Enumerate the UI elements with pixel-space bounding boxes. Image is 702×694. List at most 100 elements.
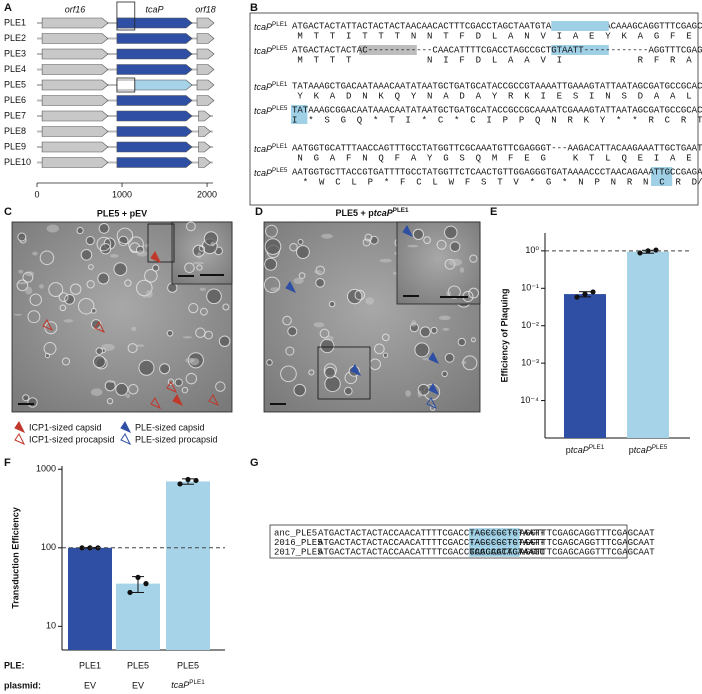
gene-arrow	[41, 126, 109, 137]
particle	[95, 347, 104, 355]
gene-arrow	[134, 79, 193, 91]
particle	[90, 308, 97, 314]
seq-name-part: PLE1	[272, 81, 288, 88]
highlight	[359, 45, 417, 55]
debris	[210, 241, 215, 247]
particle	[263, 276, 281, 294]
row-label: PLE3	[4, 48, 26, 58]
debris	[109, 253, 119, 258]
gene-arrow	[116, 157, 193, 168]
alignment-box	[249, 12, 699, 206]
strain-name: 2017_PLE5	[274, 547, 323, 557]
particle	[280, 365, 297, 383]
particle	[127, 343, 138, 354]
gene-name: orf16	[65, 4, 86, 14]
debris	[313, 270, 322, 274]
arrowhead	[428, 383, 440, 396]
particle	[320, 338, 335, 354]
particle	[16, 279, 29, 292]
gene-arrow	[116, 110, 193, 122]
sequence: ATGACTACTACTACCAACATTTTCGACCTAGCCGCTGTAA…	[318, 547, 545, 557]
data-point	[127, 589, 133, 596]
seq-name: tcaPPLE5	[254, 105, 288, 116]
arrowhead	[120, 433, 132, 446]
x-tick-label: 0	[34, 189, 39, 199]
particle	[124, 279, 132, 287]
gene-arrow	[198, 141, 211, 153]
particle	[444, 352, 455, 363]
highlight	[651, 167, 673, 186]
debris	[461, 360, 467, 365]
sequence: AATGGTGCTTACCGTGATTTTGCCTATGGTTCTCAACTGT…	[292, 167, 702, 177]
particle	[198, 245, 205, 252]
gene-arrow	[198, 157, 211, 168]
arrowhead	[150, 251, 162, 264]
particle	[430, 326, 438, 334]
data-point	[582, 291, 588, 297]
data-point	[653, 247, 659, 253]
debris	[135, 344, 145, 347]
debris	[446, 290, 452, 297]
panel-label: B	[250, 2, 258, 14]
particle	[159, 363, 171, 375]
x-tick-label: PLE5	[127, 660, 149, 670]
gene-name: orf18	[195, 4, 216, 14]
gene-arrow	[196, 48, 215, 60]
particle	[86, 280, 95, 289]
particle	[44, 321, 58, 335]
gene-arrow	[116, 48, 193, 60]
seq-name: tcaPPLE5	[254, 45, 288, 56]
particle	[29, 293, 42, 306]
debris	[63, 319, 74, 323]
sequence: ATGACTACTACTACCAACATTTTCGACCTAGCCGCTGTAA…	[318, 528, 545, 538]
particle	[296, 245, 310, 259]
arrowhead	[94, 321, 106, 334]
particle	[64, 293, 75, 305]
particle	[293, 383, 307, 397]
particle	[90, 319, 102, 330]
debris	[293, 277, 304, 284]
gene-arrow	[41, 110, 109, 122]
data-point	[177, 481, 183, 487]
strain-name: anc_PLE5	[274, 528, 317, 538]
particle	[215, 381, 226, 392]
sequence: ATGACTACTACTAC------------CAACATTTTCGACC…	[292, 45, 702, 55]
debris	[25, 271, 35, 277]
y-tick-label: 100	[41, 542, 56, 552]
highlight	[469, 547, 520, 557]
particle	[374, 343, 385, 355]
row-label: PLE9	[4, 141, 26, 151]
data-point	[637, 250, 643, 256]
panel-label: F	[4, 457, 11, 469]
particle	[264, 257, 278, 271]
arrowhead	[285, 281, 297, 294]
gene-arrow	[198, 126, 211, 137]
particle	[265, 224, 278, 238]
particle	[343, 386, 353, 396]
row-label: PLE7	[4, 110, 26, 120]
seq-name: tcaPPLE1	[254, 81, 288, 92]
row-label: PLE1	[4, 17, 26, 27]
row-label: PLE:	[4, 660, 25, 670]
sequence: AATGGTGCATTTAACCAGTTTGCCTATGGTTCGCAAATGT…	[292, 143, 702, 153]
particle	[115, 382, 129, 396]
alignment-box	[269, 524, 628, 559]
y-tick-label: 10	[46, 621, 56, 631]
seq-name-part: tcaP	[254, 106, 272, 116]
x-tick-label-part: p	[566, 445, 571, 455]
particle	[92, 355, 106, 369]
debris	[38, 284, 44, 289]
plasmid-label-part: tcaP	[171, 680, 189, 690]
gene-arrow	[116, 95, 193, 106]
x-tick-label: 1000	[112, 189, 132, 199]
zoom-box	[147, 223, 175, 263]
particle	[264, 238, 282, 255]
sequence: AGGTTTCGAGCAGGTTTCGAGCAAT	[520, 547, 656, 557]
particle	[430, 405, 436, 411]
micrograph-title-part: PLE1	[393, 207, 409, 214]
plasmid-label: tcaPPLE1	[171, 679, 205, 690]
arrowhead	[14, 433, 26, 446]
gene-arrow	[196, 79, 215, 91]
particle	[436, 239, 447, 250]
debris	[131, 326, 137, 332]
